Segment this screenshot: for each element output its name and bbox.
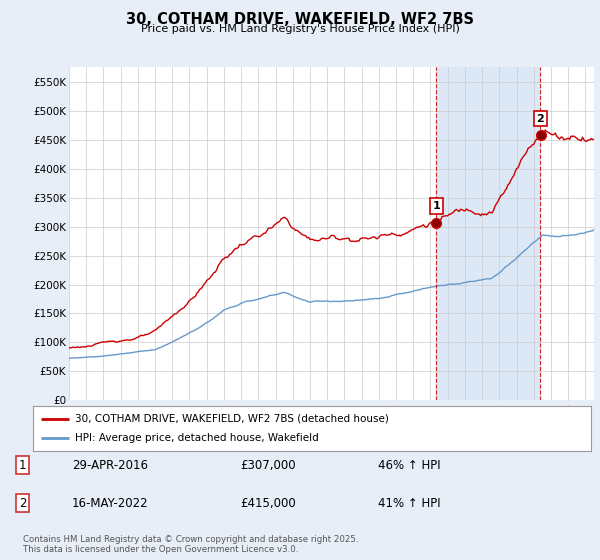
Text: £415,000: £415,000 xyxy=(240,497,296,510)
Text: Contains HM Land Registry data © Crown copyright and database right 2025.
This d: Contains HM Land Registry data © Crown c… xyxy=(23,535,358,554)
Text: 1: 1 xyxy=(19,459,26,472)
Text: 2: 2 xyxy=(536,114,544,124)
Text: Price paid vs. HM Land Registry's House Price Index (HPI): Price paid vs. HM Land Registry's House … xyxy=(140,24,460,34)
Text: 41% ↑ HPI: 41% ↑ HPI xyxy=(378,497,440,510)
Text: £307,000: £307,000 xyxy=(240,459,296,472)
Text: 29-APR-2016: 29-APR-2016 xyxy=(72,459,148,472)
Text: 1: 1 xyxy=(432,201,440,211)
Text: 46% ↑ HPI: 46% ↑ HPI xyxy=(378,459,440,472)
Bar xyxy=(436,67,540,400)
Text: 16-MAY-2022: 16-MAY-2022 xyxy=(72,497,149,510)
Text: HPI: Average price, detached house, Wakefield: HPI: Average price, detached house, Wake… xyxy=(75,433,319,444)
Text: 30, COTHAM DRIVE, WAKEFIELD, WF2 7BS: 30, COTHAM DRIVE, WAKEFIELD, WF2 7BS xyxy=(126,12,474,27)
Text: 2: 2 xyxy=(19,497,26,510)
Text: 30, COTHAM DRIVE, WAKEFIELD, WF2 7BS (detached house): 30, COTHAM DRIVE, WAKEFIELD, WF2 7BS (de… xyxy=(75,413,389,423)
